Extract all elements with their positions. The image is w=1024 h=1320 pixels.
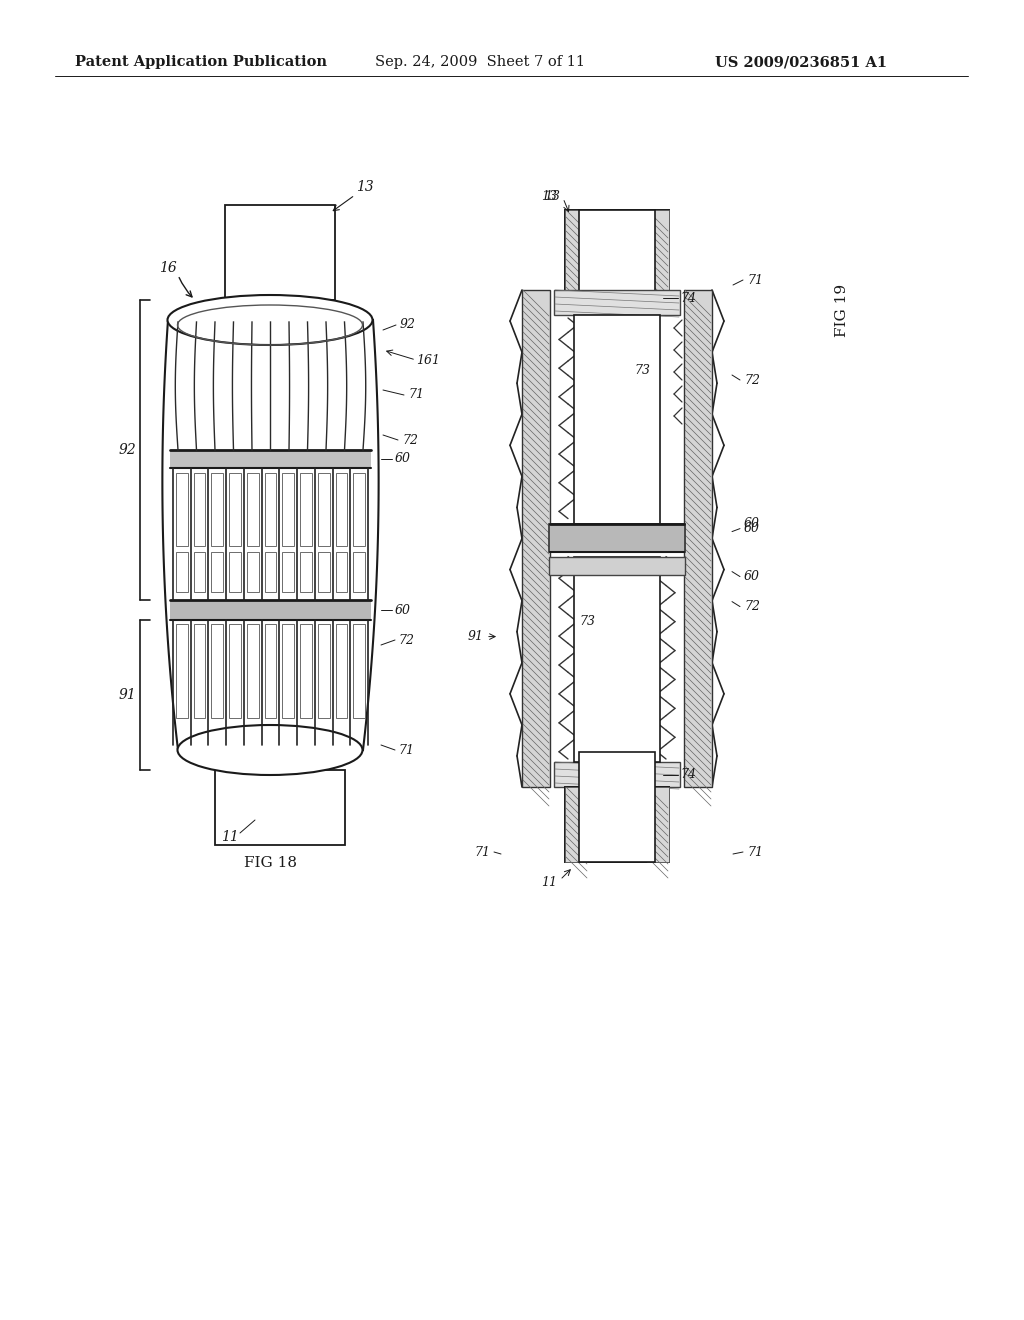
Bar: [176, 624, 187, 718]
Bar: [554, 762, 680, 787]
Bar: [317, 624, 330, 718]
Bar: [211, 624, 223, 718]
Bar: [170, 450, 371, 469]
Bar: [336, 473, 347, 545]
Text: 91: 91: [468, 630, 484, 643]
Bar: [565, 787, 587, 862]
Text: FIG 18: FIG 18: [244, 855, 297, 870]
Bar: [522, 290, 550, 787]
Bar: [264, 624, 276, 718]
Text: 161: 161: [416, 354, 440, 367]
Bar: [229, 552, 241, 591]
Bar: [353, 473, 365, 545]
Text: 74: 74: [680, 768, 696, 781]
Bar: [176, 552, 187, 591]
Text: Patent Application Publication: Patent Application Publication: [75, 55, 327, 69]
Bar: [574, 315, 660, 524]
Bar: [283, 552, 294, 591]
Text: Sep. 24, 2009  Sheet 7 of 11: Sep. 24, 2009 Sheet 7 of 11: [375, 55, 585, 69]
Bar: [565, 210, 587, 290]
Bar: [336, 624, 347, 718]
Bar: [247, 473, 259, 545]
Bar: [229, 624, 241, 718]
Bar: [317, 473, 330, 545]
Text: 72: 72: [402, 433, 418, 446]
Bar: [549, 524, 685, 552]
Ellipse shape: [168, 294, 373, 345]
Bar: [336, 552, 347, 591]
Bar: [353, 552, 365, 591]
Text: 92: 92: [118, 444, 136, 457]
Bar: [300, 473, 312, 545]
Text: 60: 60: [744, 570, 760, 583]
Text: 60: 60: [395, 603, 411, 616]
Text: 13: 13: [356, 180, 374, 194]
Bar: [247, 624, 259, 718]
Text: 60: 60: [744, 523, 760, 535]
Bar: [684, 290, 712, 787]
Bar: [353, 624, 365, 718]
Bar: [194, 473, 206, 545]
Bar: [300, 552, 312, 591]
Bar: [549, 557, 685, 574]
Bar: [211, 473, 223, 545]
Text: 72: 72: [744, 374, 760, 387]
Text: 11: 11: [541, 875, 557, 888]
Bar: [283, 624, 294, 718]
Bar: [229, 473, 241, 545]
Text: 13: 13: [544, 190, 560, 202]
Bar: [579, 752, 655, 862]
Text: US 2009/0236851 A1: US 2009/0236851 A1: [715, 55, 887, 69]
Bar: [565, 210, 669, 290]
Text: 16: 16: [159, 261, 177, 275]
Text: 71: 71: [474, 846, 490, 858]
Bar: [170, 601, 371, 620]
Text: 71: 71: [746, 846, 763, 858]
Text: 71: 71: [398, 743, 414, 756]
Text: 92: 92: [400, 318, 416, 331]
Bar: [211, 552, 223, 591]
Bar: [194, 552, 206, 591]
Bar: [215, 770, 345, 845]
Text: FIG 19: FIG 19: [835, 284, 849, 337]
Ellipse shape: [177, 725, 362, 775]
Bar: [264, 552, 276, 591]
Bar: [247, 552, 259, 591]
Bar: [574, 557, 660, 762]
Text: 13: 13: [541, 190, 557, 202]
Bar: [283, 473, 294, 545]
Text: 73: 73: [634, 363, 650, 376]
Bar: [300, 624, 312, 718]
Bar: [225, 205, 335, 300]
Bar: [579, 210, 655, 325]
Text: 60: 60: [744, 517, 760, 531]
Bar: [194, 624, 206, 718]
Text: 91: 91: [118, 688, 136, 702]
Text: 74: 74: [680, 292, 696, 305]
Text: 11: 11: [221, 830, 239, 843]
Text: 72: 72: [744, 601, 760, 612]
Text: 71: 71: [746, 273, 763, 286]
Bar: [264, 473, 276, 545]
Text: 71: 71: [408, 388, 424, 401]
Text: 73: 73: [579, 615, 595, 628]
Text: 72: 72: [398, 634, 414, 647]
Bar: [554, 290, 680, 315]
Bar: [565, 787, 669, 862]
Text: 60: 60: [395, 453, 411, 466]
Bar: [647, 210, 669, 290]
Bar: [647, 787, 669, 862]
Bar: [317, 552, 330, 591]
Bar: [176, 473, 187, 545]
